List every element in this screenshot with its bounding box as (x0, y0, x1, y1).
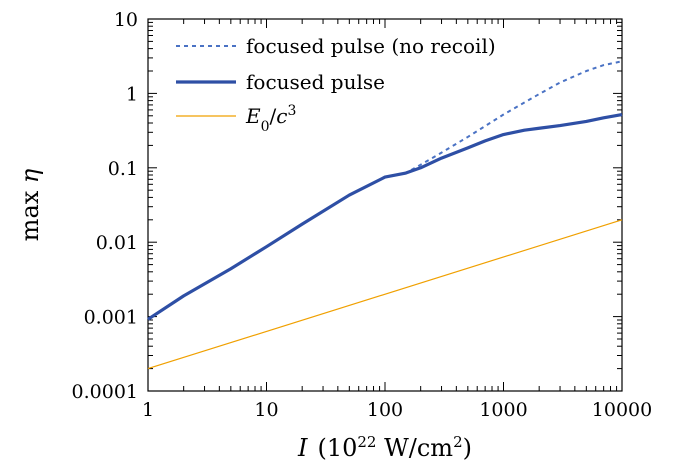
y-tick-label: 0.0001 (72, 381, 138, 403)
x-tick-label: 100 (367, 399, 403, 421)
x-tick-label: 10 (254, 399, 278, 421)
x-tick-label: 1000 (479, 399, 527, 421)
legend-label-0: focused pulse (no recoil) (246, 34, 496, 58)
x-axis-title: I (1022 W/cm2) (297, 433, 472, 462)
ticks: 1 10 100 1000 10000 0.0001 0.001 0.01 0.1 1 10 (72, 9, 653, 421)
plot-border (147, 18, 623, 392)
y-tick-label: 0.01 (96, 232, 138, 254)
plot-frame (147, 18, 623, 392)
legend: focused pulse (no recoil) focused pulse E0… (176, 34, 496, 135)
x-tick-label: 1 (142, 399, 154, 421)
series (147, 60, 623, 370)
series-line-0 (147, 60, 623, 321)
y-tick-label: 1 (126, 83, 138, 105)
legend-label-1: focused pulse (246, 70, 385, 94)
x-tick-label: 10000 (592, 399, 652, 421)
y-tick-label: 0.1 (108, 158, 138, 180)
series-line-2 (147, 219, 623, 370)
y-tick-label: 10 (114, 9, 138, 31)
series-line-1 (147, 112, 623, 321)
legend-label-2: E0/c3 (245, 103, 296, 135)
y-axis-title: max η (16, 168, 44, 241)
axis-titles: I (1022 W/cm2) max η (16, 168, 472, 462)
y-tick-label: 0.001 (84, 307, 138, 329)
